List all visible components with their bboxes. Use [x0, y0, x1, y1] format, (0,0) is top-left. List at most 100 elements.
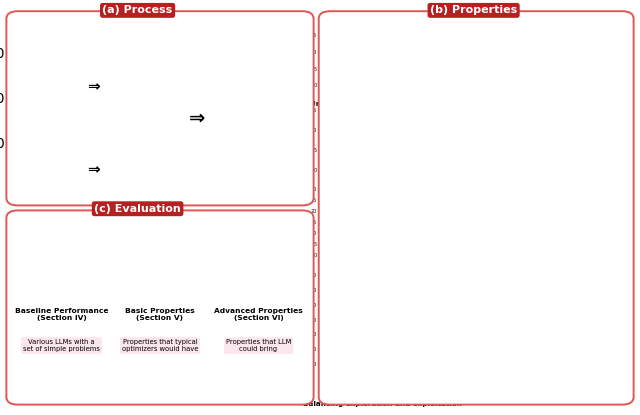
Point	[129, 263, 139, 270]
Point	[115, 238, 125, 244]
Point	[192, 281, 202, 287]
Point	[35, 166, 45, 172]
Point	[153, 266, 163, 273]
Point	[157, 237, 168, 244]
Point	[143, 234, 154, 241]
Text: Resistance to transformations: Resistance to transformations	[321, 272, 444, 278]
Text: InternLM: InternLM	[219, 99, 244, 104]
Point	[198, 287, 208, 293]
Point	[160, 229, 170, 236]
Point	[162, 300, 172, 307]
Text: Increase the
presicion
-2.7,-3.2
-2.671,-3.213
-2.67110,-3.21306: Increase the presicion -2.7,-3.2 -2.671,…	[451, 28, 518, 67]
Point	[138, 239, 148, 246]
Bar	[278, 270, 289, 304]
Point	[178, 242, 188, 249]
Point	[125, 247, 136, 254]
Point	[159, 261, 169, 268]
Circle shape	[212, 60, 250, 87]
Text: You are given an
optimization pro-
blem. The problem
has {} decision
variables .: You are given an optimization pro- blem.…	[102, 62, 180, 135]
Point	[117, 257, 127, 264]
Point	[130, 297, 140, 304]
Text: ⇒: ⇒	[189, 109, 205, 128]
Point	[175, 236, 185, 243]
Point	[171, 288, 181, 295]
Point	[52, 157, 63, 164]
Bar	[239, 234, 252, 304]
Bar	[266, 292, 278, 304]
Point	[193, 258, 204, 265]
Point	[197, 225, 207, 231]
Point	[143, 252, 153, 259]
Point	[128, 249, 138, 256]
Point	[173, 278, 184, 285]
Point	[170, 233, 180, 240]
Point	[175, 224, 186, 231]
Point	[179, 242, 189, 249]
Point	[157, 236, 168, 243]
Text: Close-sourced LLMs: Close-sourced LLMs	[212, 123, 298, 132]
Point	[123, 291, 133, 298]
Point	[128, 295, 138, 301]
Point	[157, 285, 167, 291]
Point	[134, 266, 145, 273]
Bar	[216, 295, 228, 304]
Point	[170, 256, 180, 263]
Point	[24, 178, 34, 184]
Text: ✦: ✦	[269, 137, 278, 146]
Text: Advanced Properties
(Section VI): Advanced Properties (Section VI)	[214, 308, 303, 321]
Point	[145, 236, 155, 242]
Point	[129, 275, 140, 281]
Point	[44, 182, 54, 189]
Point	[375, 322, 385, 329]
Text: 🦙: 🦙	[274, 67, 282, 80]
Text: Baseline Performance
(Section IV): Baseline Performance (Section IV)	[15, 308, 108, 321]
Point	[184, 267, 194, 273]
Point	[181, 290, 191, 296]
Point	[131, 242, 141, 249]
Point	[151, 263, 161, 270]
Point	[176, 263, 186, 270]
Point	[198, 232, 209, 239]
Point	[139, 263, 149, 269]
Point	[57, 190, 67, 197]
Point	[35, 168, 45, 175]
Y-axis label: Optimization Gap: Optimization Gap	[183, 240, 188, 286]
Text: ⇒: ⇒	[87, 163, 100, 178]
Point	[152, 235, 163, 242]
Text: ⇒: ⇒	[87, 80, 100, 95]
Point	[111, 246, 122, 252]
Point	[188, 265, 198, 272]
Text: Various LLMs with a
set of simple problems: Various LLMs with a set of simple proble…	[23, 339, 100, 352]
Point	[75, 151, 85, 158]
Point	[196, 287, 207, 293]
Text: Llama: Llama	[269, 99, 287, 104]
Point	[76, 168, 86, 174]
Point	[116, 232, 126, 239]
Point	[69, 145, 79, 151]
Point	[387, 301, 397, 308]
Point	[12, 185, 22, 191]
Text: Scale problem
dimension
-2.7,-3.2
-2.7,-3.2,4.1
-2.7,-3.2,4.1,1.9: Scale problem dimension -2.7,-3.2 -2.7,-…	[451, 105, 518, 144]
Text: (a) Process: (a) Process	[102, 5, 173, 15]
Point	[390, 298, 401, 305]
Point	[121, 232, 131, 239]
Point	[120, 274, 130, 281]
Point	[131, 239, 141, 245]
Point	[159, 292, 169, 298]
Point	[154, 271, 164, 278]
Point	[164, 265, 174, 271]
Point	[35, 179, 45, 186]
Text: Progressive Evaluation: Progressive Evaluation	[121, 316, 200, 322]
Point	[392, 304, 403, 311]
Point	[177, 290, 188, 296]
Text: Scalability on simple problems: Scalability on simple problems	[319, 191, 445, 197]
Text: ⊕: ⊕	[219, 144, 238, 165]
Point	[148, 254, 159, 261]
Point	[157, 222, 168, 228]
Legend: Gemini, GPT1.5b, GPT4: Gemini, GPT1.5b, GPT4	[275, 225, 304, 242]
Point	[56, 188, 67, 194]
Point	[156, 289, 166, 296]
Point	[200, 240, 210, 247]
Point	[193, 282, 203, 288]
Point	[147, 290, 157, 297]
